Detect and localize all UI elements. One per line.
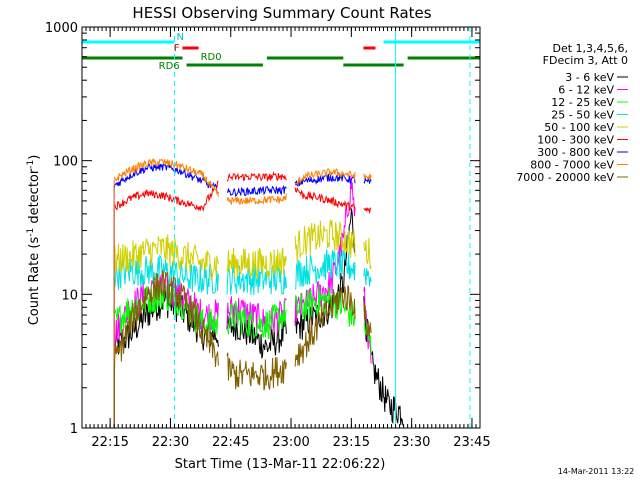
y-axis-label-sup1: -1: [26, 228, 36, 237]
y-tick-label-1: 10: [61, 288, 78, 303]
series-line-7: [113, 157, 372, 205]
flag-label-n: N: [176, 32, 183, 43]
x-tick-label-1: 22:30: [152, 435, 189, 450]
x-tick-label-3: 23:00: [272, 435, 309, 450]
flag-label-f: F: [174, 43, 180, 54]
x-tick-label-5: 23:30: [393, 435, 430, 450]
legend-label-7: 800 - 7000 keV: [530, 159, 614, 172]
series-line-8: [113, 270, 372, 391]
legend-label-2: 12 - 25 keV: [551, 96, 614, 109]
flag-label-rd0: RD0: [201, 52, 222, 63]
legend-label-5: 100 - 300 keV: [537, 134, 614, 147]
series-line-5: [113, 171, 372, 214]
y-tick-label-2: 100: [53, 155, 78, 170]
legend-label-8: 7000 - 20000 keV: [516, 171, 614, 184]
axes-layer: 1 10 100 1000 22:15 22:30 22:45 23:00 23:15 23:30…: [45, 21, 491, 450]
plot-frame: [81, 26, 481, 429]
legend-label-1: 6 - 12 keV: [558, 84, 614, 97]
flag-bars-layer: NF RD0 RD6: [82, 27, 480, 428]
flag-label-rd6: RD6: [159, 61, 180, 72]
legend-label-4: 50 - 100 keV: [544, 121, 614, 134]
chart-title: HESSI Observing Summary Count Rates: [132, 4, 431, 22]
series-line-4: [113, 219, 372, 281]
y-tick-label-3: 1000: [45, 21, 78, 36]
timestamp: 14-Mar-2011 13:22: [558, 467, 635, 476]
legend-label-6: 300 - 800 keV: [537, 146, 614, 159]
series-layer: [113, 157, 404, 428]
series-line-3: [113, 249, 372, 296]
series-line-6: [113, 162, 372, 198]
legend-header-line2: FDecim 3, Att 0: [543, 54, 628, 67]
x-axis-label: Start Time (13-Mar-11 22:06:22): [175, 457, 386, 472]
x-tick-label-6: 23:45: [453, 435, 490, 450]
y-axis-label-mid: detector: [27, 168, 42, 228]
legend-header-line1: Det 1,3,4,5,6,: [552, 42, 628, 55]
legend-label-3: 25 - 50 keV: [551, 109, 614, 122]
y-axis-label-main: Count Rate (s: [27, 237, 42, 326]
series-line-2: [113, 282, 372, 355]
x-tick-label-0: 22:15: [91, 435, 128, 450]
y-axis-label-end: ): [27, 155, 42, 160]
x-tick-label-4: 23:15: [333, 435, 370, 450]
y-axis-label: Count Rate (s-1 detector-1): [26, 155, 42, 326]
x-tick-label-2: 22:45: [212, 435, 249, 450]
series-line-0: [113, 208, 404, 426]
legend-label-0: 3 - 6 keV: [565, 71, 614, 84]
y-tick-label-0: 1: [70, 422, 78, 437]
y-axis-label-sup2: -1: [26, 160, 36, 169]
